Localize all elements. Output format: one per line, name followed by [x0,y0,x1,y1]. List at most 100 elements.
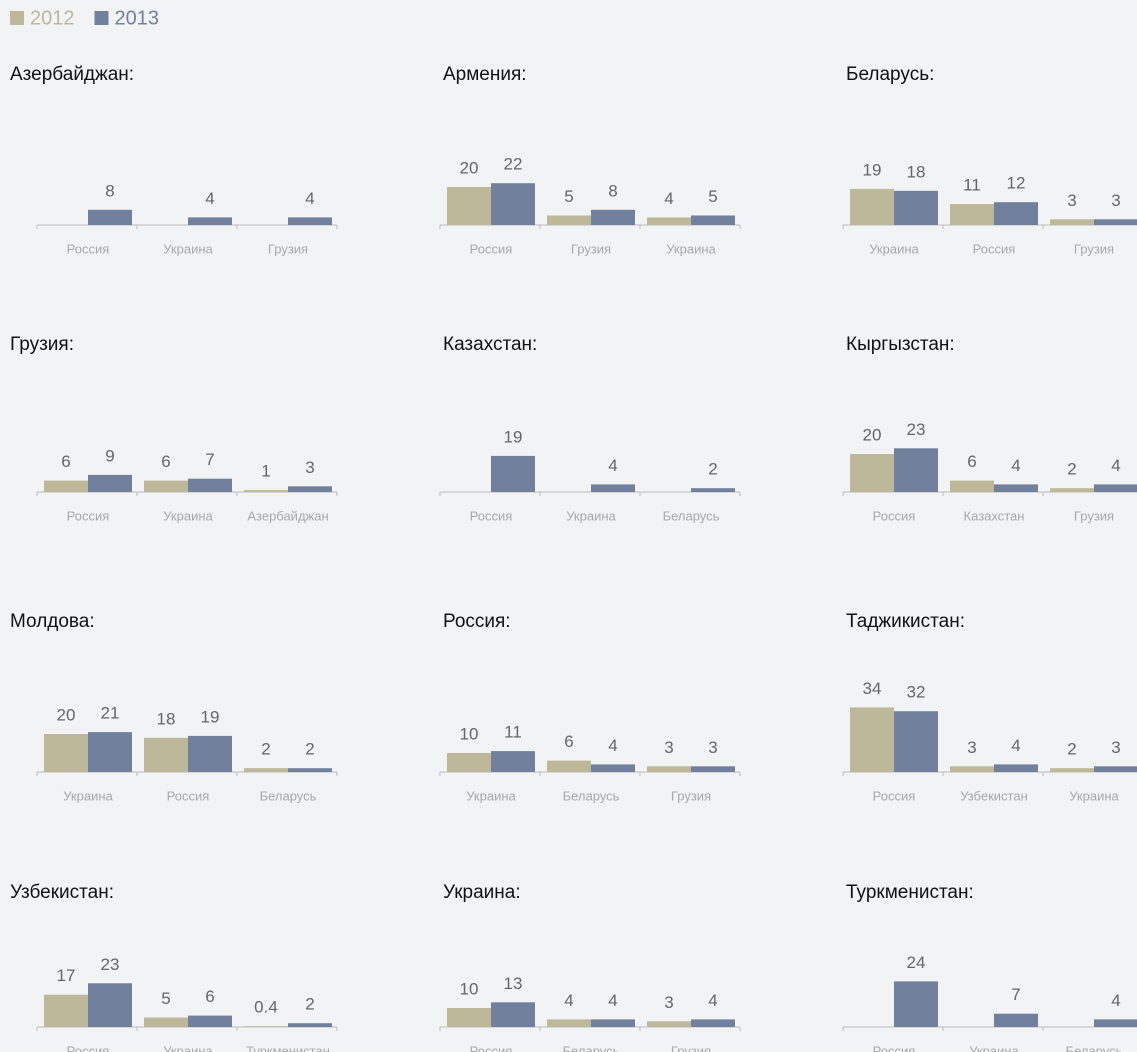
value-label: 4 [205,189,214,208]
category-label: Россия [873,788,916,803]
category-label: Грузия [671,788,711,803]
category-label: Россия [470,1043,513,1052]
category-label: Грузия [571,241,611,256]
category-label: Россия [67,241,110,256]
panel-title: Таджикистан: [846,611,965,632]
bar [1094,1019,1137,1027]
bar [691,215,735,225]
value-label: 4 [608,991,617,1010]
value-label: 4 [1111,991,1120,1010]
bar [288,217,332,225]
panel-title: Узбекистан: [10,882,114,903]
bar [850,454,894,492]
value-label: 3 [967,738,976,757]
value-label: 4 [608,736,617,755]
value-label: 9 [105,446,114,465]
bar [691,1019,735,1027]
bar [994,202,1038,225]
value-label: 2 [261,740,270,759]
value-label: 19 [863,160,882,179]
bar [288,486,332,492]
value-label: 18 [157,709,176,728]
category-label: Украина [869,241,919,256]
bar [547,1019,591,1027]
bar [647,1021,691,1027]
value-label: 23 [907,420,926,439]
value-label: 5 [161,989,170,1008]
value-label: 3 [664,738,673,757]
panel-title: Кыргызстан: [846,334,955,355]
category-label: Россия [167,788,210,803]
legend-swatch [10,11,24,25]
panel-title: Грузия: [10,334,74,355]
bar [1050,488,1094,492]
value-label: 1 [261,462,270,481]
category-label: Россия [973,241,1016,256]
value-label: 8 [105,181,114,200]
value-label: 20 [863,425,882,444]
category-label: Грузия [1074,241,1114,256]
value-label: 2 [1067,740,1076,759]
value-label: 20 [460,158,479,177]
bar [1050,768,1094,772]
category-label: Украина [466,788,516,803]
bar [647,217,691,225]
bar [894,711,938,772]
value-label: 2 [708,460,717,479]
bar [591,484,635,492]
value-label: 3 [708,738,717,757]
bar [1094,766,1137,772]
bar [1094,484,1137,492]
bar [691,488,735,492]
value-label: 23 [101,955,120,974]
bar [144,480,188,492]
bar [244,490,288,492]
category-label: Украина [566,508,616,523]
legend-label: 2012 [30,7,75,29]
bar [447,187,491,225]
value-label: 4 [708,991,717,1010]
value-label: 17 [57,966,76,985]
bar [591,764,635,772]
value-label: 6 [967,452,976,471]
value-label: 19 [201,707,220,726]
panel-title: Россия: [443,611,511,632]
bar [547,215,591,225]
category-label: Казахстан [964,508,1025,523]
bar [188,217,232,225]
panel-title: Казахстан: [443,334,537,355]
category-label: Украина [63,788,113,803]
bar [44,480,88,492]
value-label: 4 [564,991,573,1010]
bar [1050,219,1094,225]
bar [950,480,994,492]
category-label: Украина [163,508,213,523]
category-label: Украина [163,1043,213,1052]
bar [647,766,691,772]
bar [950,766,994,772]
value-label: 3 [1111,738,1120,757]
panel-title: Украина: [443,882,521,903]
panel-title: Молдова: [10,611,95,632]
category-label: Беларусь [563,1043,620,1052]
value-label: 3 [1111,191,1120,210]
legend-label: 2013 [115,7,160,29]
value-label: 11 [963,176,981,195]
category-label: Азербайджан [247,508,328,523]
value-label: 13 [504,974,523,993]
bar [994,484,1038,492]
value-label: 32 [907,683,926,702]
value-label: 5 [564,187,573,206]
value-label: 7 [1011,985,1020,1004]
category-label: Грузия [1074,508,1114,523]
category-label: Украина [1069,788,1119,803]
value-label: 34 [863,679,882,698]
bar [850,188,894,225]
bar [88,732,132,772]
value-label: 3 [664,993,673,1012]
value-label: 0.4 [254,998,278,1017]
category-label: Украина [163,241,213,256]
value-label: 10 [460,979,479,998]
category-label: Россия [873,1043,916,1052]
category-label: Россия [470,241,513,256]
